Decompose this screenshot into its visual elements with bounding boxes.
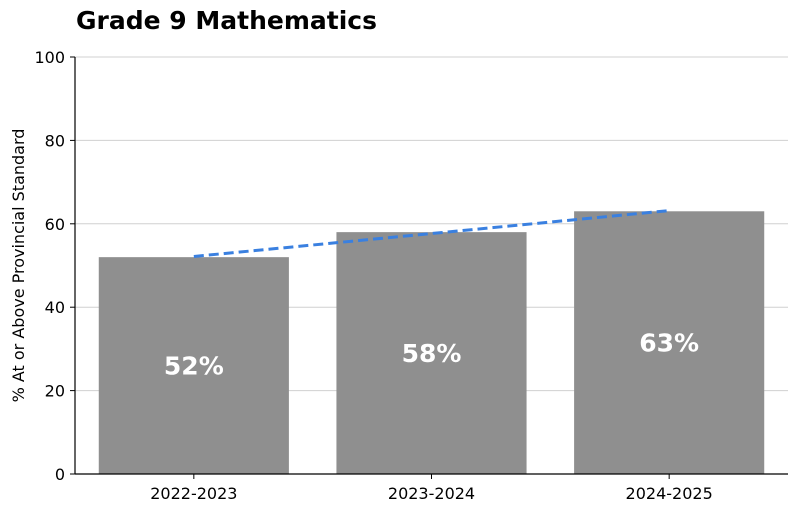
x-tick-label: 2023-2024 xyxy=(388,484,475,503)
x-tick-label: 2024-2025 xyxy=(626,484,713,503)
data-label: 52% xyxy=(164,352,224,381)
chart-title: Grade 9 Mathematics xyxy=(76,6,377,35)
bar xyxy=(98,257,289,474)
data-label: 63% xyxy=(639,329,699,358)
bar xyxy=(574,211,765,475)
y-tick-label: 60 xyxy=(45,215,65,234)
y-tick-label: 40 xyxy=(45,298,65,317)
y-tick-label: 100 xyxy=(34,48,65,67)
data-label: 58% xyxy=(402,339,462,368)
bar xyxy=(336,232,527,474)
trend-line xyxy=(193,209,670,258)
y-tick-label: 20 xyxy=(45,382,65,401)
x-tick-label: 2022-2023 xyxy=(150,484,237,503)
y-tick-label: 0 xyxy=(55,465,65,484)
y-axis-label: % At or Above Provincial Standard xyxy=(9,129,28,403)
y-tick-label: 80 xyxy=(45,131,65,150)
